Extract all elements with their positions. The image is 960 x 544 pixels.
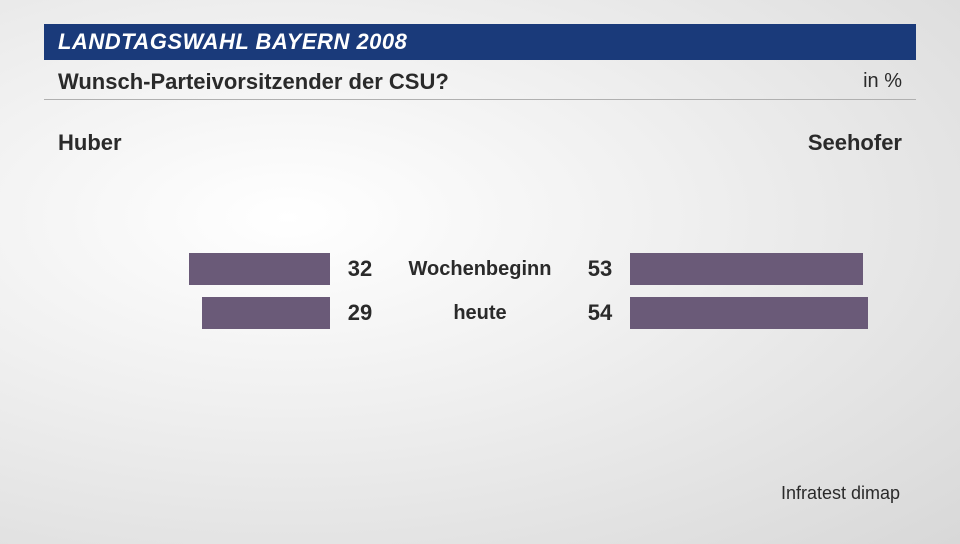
- candidate-row: Huber Seehofer: [44, 130, 916, 156]
- chart-area: 32 Wochenbeginn 53 29 heute 54: [60, 250, 900, 338]
- unit-label: in %: [863, 70, 902, 93]
- chart-row: 29 heute 54: [60, 294, 900, 332]
- chart-row: 32 Wochenbeginn 53: [60, 250, 900, 288]
- bar-right: [630, 253, 863, 285]
- right-half: 54: [480, 297, 900, 329]
- value-right: 54: [582, 300, 618, 326]
- bar-left: [189, 253, 330, 285]
- value-left: 32: [342, 256, 378, 282]
- right-half: 53: [480, 253, 900, 285]
- value-left: 29: [342, 300, 378, 326]
- header-bar: LANDTAGSWAHL BAYERN 2008: [44, 24, 916, 60]
- candidate-right: Seehofer: [808, 130, 902, 156]
- subtitle-row: Wunsch-Parteivorsitzender der CSU? in %: [44, 64, 916, 100]
- header-title: LANDTAGSWAHL BAYERN 2008: [58, 29, 407, 55]
- value-right: 53: [582, 256, 618, 282]
- right-half-inner: 54: [480, 297, 900, 329]
- subtitle: Wunsch-Parteivorsitzender der CSU?: [58, 69, 449, 95]
- bar-right: [630, 297, 868, 329]
- source-label: Infratest dimap: [781, 483, 900, 504]
- right-half-inner: 53: [480, 253, 900, 285]
- candidate-left: Huber: [58, 130, 122, 156]
- bar-left: [202, 297, 330, 329]
